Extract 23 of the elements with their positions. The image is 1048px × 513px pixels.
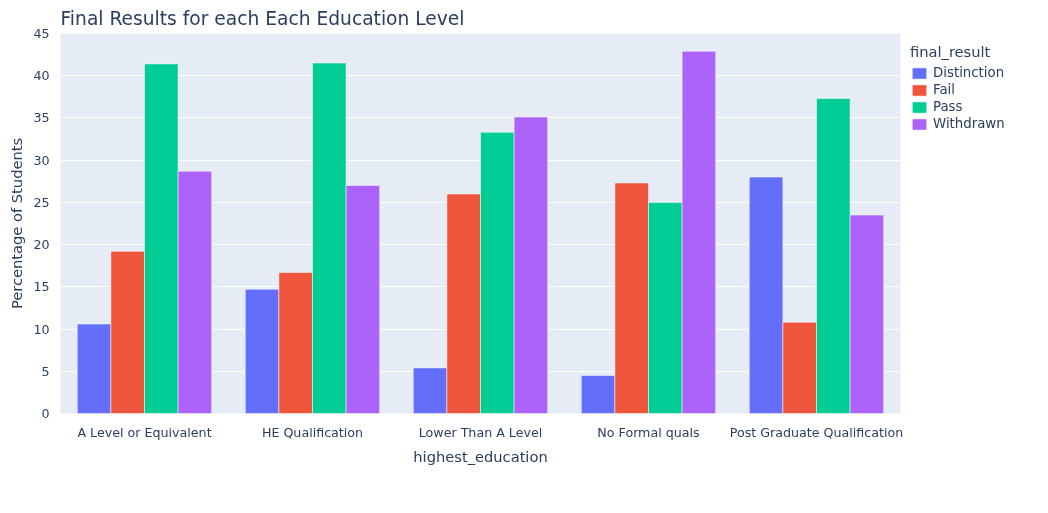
chart-title: Final Results for each Each Education Level [60,7,465,29]
x-axis-title: highest_education [413,447,548,465]
x-tick-label: Post Graduate Qualification [729,424,904,440]
y-tick-label: 35 [33,110,50,126]
legend-label: Distinction [933,65,1005,80]
y-tick-label: 30 [33,152,50,168]
y-tick-label: 45 [33,26,50,41]
legend-title: final_result [910,43,992,60]
y-tick-label: 5 [41,363,50,379]
legend-label: Fail [933,82,956,97]
y-tick-label: 15 [33,279,50,295]
y-tick-label: 10 [33,321,50,337]
y-tick-label: 20 [33,237,50,253]
y-tick-label: 25 [33,194,50,210]
y-tick-label: 0 [41,406,50,421]
x-tick-label: Lower Than A Level [418,424,543,440]
y-axis-title: Percentage of Students [8,137,26,310]
x-tick-label: A Level or Equivalent [77,424,212,440]
x-tick-label: No Formal quals [597,424,700,440]
x-tick-label: HE Qualification [261,424,364,440]
legend-label: Pass [933,99,963,114]
legend-label: Withdrawn [933,116,1005,131]
y-tick-label: 40 [33,68,50,84]
